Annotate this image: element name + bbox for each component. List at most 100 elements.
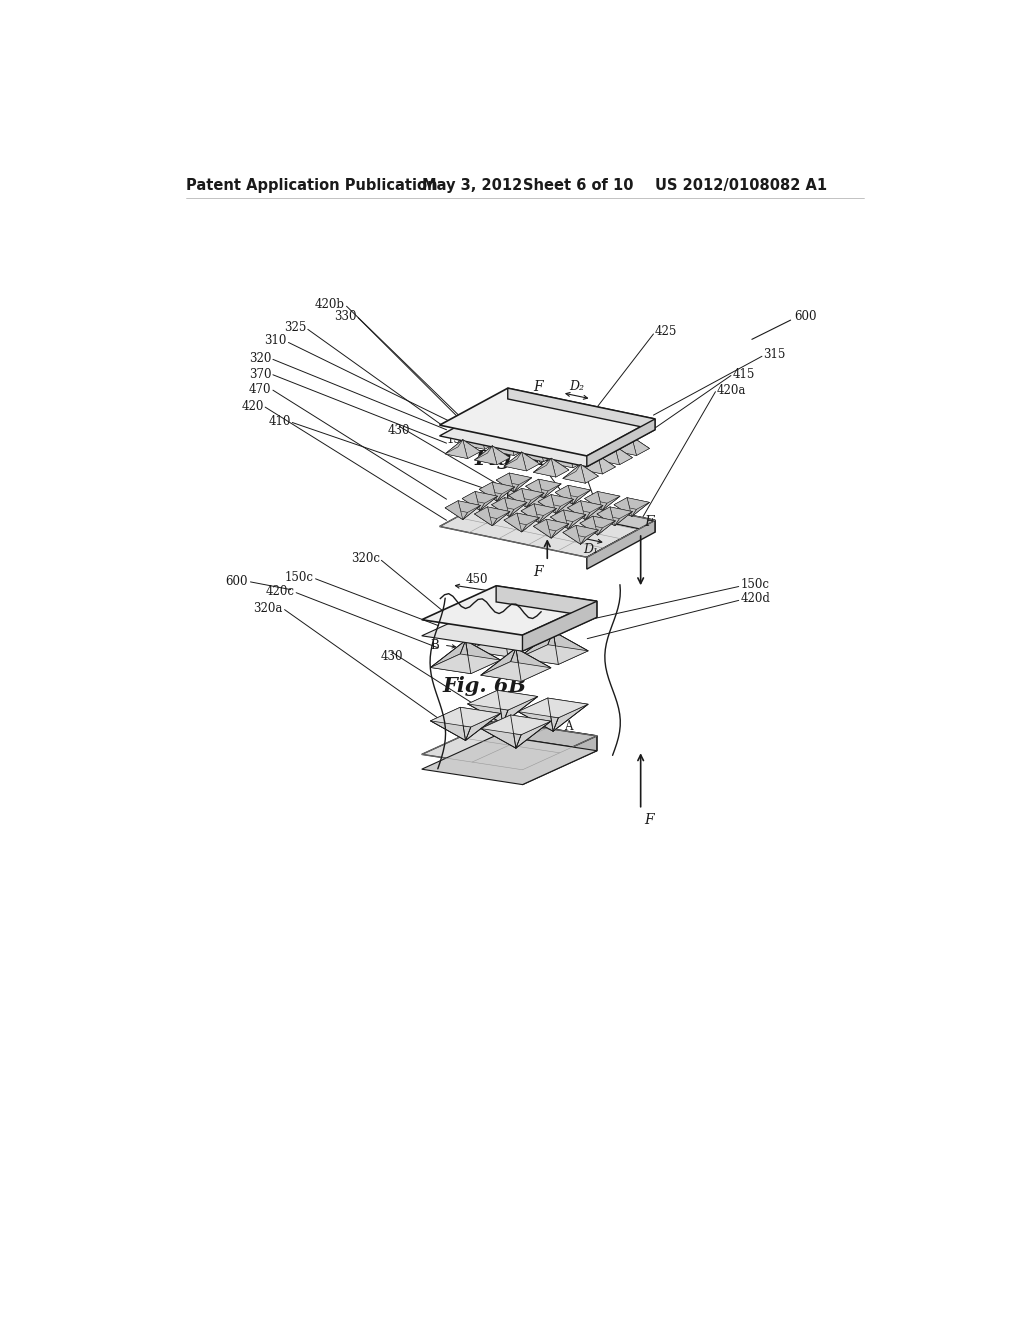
Polygon shape [474, 453, 510, 465]
Polygon shape [497, 473, 531, 484]
Text: 150b: 150b [446, 433, 476, 446]
Polygon shape [602, 430, 620, 449]
Polygon shape [509, 428, 526, 442]
Polygon shape [568, 486, 591, 504]
Polygon shape [462, 430, 484, 449]
Polygon shape [614, 504, 637, 516]
Polygon shape [575, 465, 598, 477]
Polygon shape [597, 507, 614, 525]
Polygon shape [468, 690, 503, 723]
Polygon shape [547, 519, 568, 539]
Polygon shape [598, 521, 615, 535]
Polygon shape [439, 490, 655, 557]
Polygon shape [479, 421, 497, 436]
Polygon shape [568, 515, 586, 529]
Polygon shape [468, 690, 538, 710]
Polygon shape [563, 532, 586, 544]
Polygon shape [597, 507, 633, 519]
Polygon shape [534, 458, 551, 473]
Polygon shape [534, 527, 556, 539]
Polygon shape [479, 429, 515, 440]
Polygon shape [539, 508, 556, 523]
Polygon shape [610, 507, 633, 525]
Polygon shape [497, 487, 515, 502]
Text: 450: 450 [504, 426, 526, 440]
Polygon shape [508, 490, 655, 532]
Polygon shape [474, 513, 497, 525]
Polygon shape [517, 451, 540, 463]
Polygon shape [551, 458, 568, 477]
Polygon shape [539, 495, 573, 507]
Text: May 3, 2012: May 3, 2012 [423, 178, 522, 193]
Polygon shape [468, 623, 508, 657]
Polygon shape [509, 437, 527, 455]
Polygon shape [597, 446, 620, 465]
Polygon shape [551, 449, 568, 463]
Polygon shape [580, 455, 602, 474]
Polygon shape [598, 455, 615, 474]
Polygon shape [551, 495, 573, 513]
Polygon shape [563, 449, 586, 461]
Polygon shape [556, 499, 573, 513]
Polygon shape [539, 433, 556, 447]
Polygon shape [492, 504, 514, 516]
Text: Fig. 6B: Fig. 6B [442, 676, 526, 696]
Polygon shape [597, 453, 633, 465]
Polygon shape [518, 711, 558, 731]
Polygon shape [518, 698, 588, 718]
Polygon shape [509, 495, 531, 507]
Polygon shape [614, 498, 632, 516]
Polygon shape [487, 507, 510, 525]
Polygon shape [479, 482, 515, 494]
Polygon shape [492, 498, 509, 516]
Polygon shape [492, 437, 514, 455]
Polygon shape [422, 602, 597, 651]
Polygon shape [581, 465, 598, 483]
Text: D₁: D₁ [584, 543, 598, 556]
Polygon shape [547, 458, 568, 470]
Polygon shape [462, 491, 498, 503]
Text: 420b: 420b [315, 298, 345, 312]
Polygon shape [474, 507, 510, 519]
Polygon shape [614, 437, 637, 455]
Polygon shape [504, 459, 540, 471]
Polygon shape [548, 631, 588, 651]
Polygon shape [445, 500, 480, 512]
Polygon shape [526, 428, 544, 446]
Polygon shape [586, 440, 603, 458]
Polygon shape [497, 412, 519, 430]
Polygon shape [521, 517, 540, 532]
Polygon shape [518, 644, 588, 664]
Polygon shape [511, 648, 551, 668]
Polygon shape [539, 502, 560, 513]
Polygon shape [498, 690, 538, 723]
Polygon shape [445, 440, 463, 454]
Polygon shape [539, 479, 561, 498]
Polygon shape [585, 430, 602, 445]
Polygon shape [480, 430, 498, 449]
Polygon shape [555, 486, 591, 498]
Polygon shape [504, 513, 540, 525]
Polygon shape [521, 428, 544, 440]
Polygon shape [522, 601, 597, 651]
Text: 315: 315 [764, 348, 785, 362]
Polygon shape [518, 631, 558, 664]
Polygon shape [525, 425, 561, 437]
Polygon shape [480, 496, 498, 511]
Text: F: F [534, 565, 543, 579]
Polygon shape [492, 444, 527, 455]
Polygon shape [525, 479, 561, 491]
Polygon shape [580, 523, 602, 535]
Polygon shape [503, 697, 538, 723]
Text: A: A [483, 713, 492, 726]
Polygon shape [463, 506, 480, 520]
Polygon shape [479, 421, 502, 440]
Polygon shape [521, 442, 544, 462]
Polygon shape [593, 455, 615, 467]
Polygon shape [535, 504, 556, 523]
Polygon shape [445, 440, 468, 458]
Polygon shape [563, 471, 598, 483]
Polygon shape [598, 491, 620, 511]
Polygon shape [497, 480, 519, 492]
Text: 310: 310 [264, 334, 287, 347]
